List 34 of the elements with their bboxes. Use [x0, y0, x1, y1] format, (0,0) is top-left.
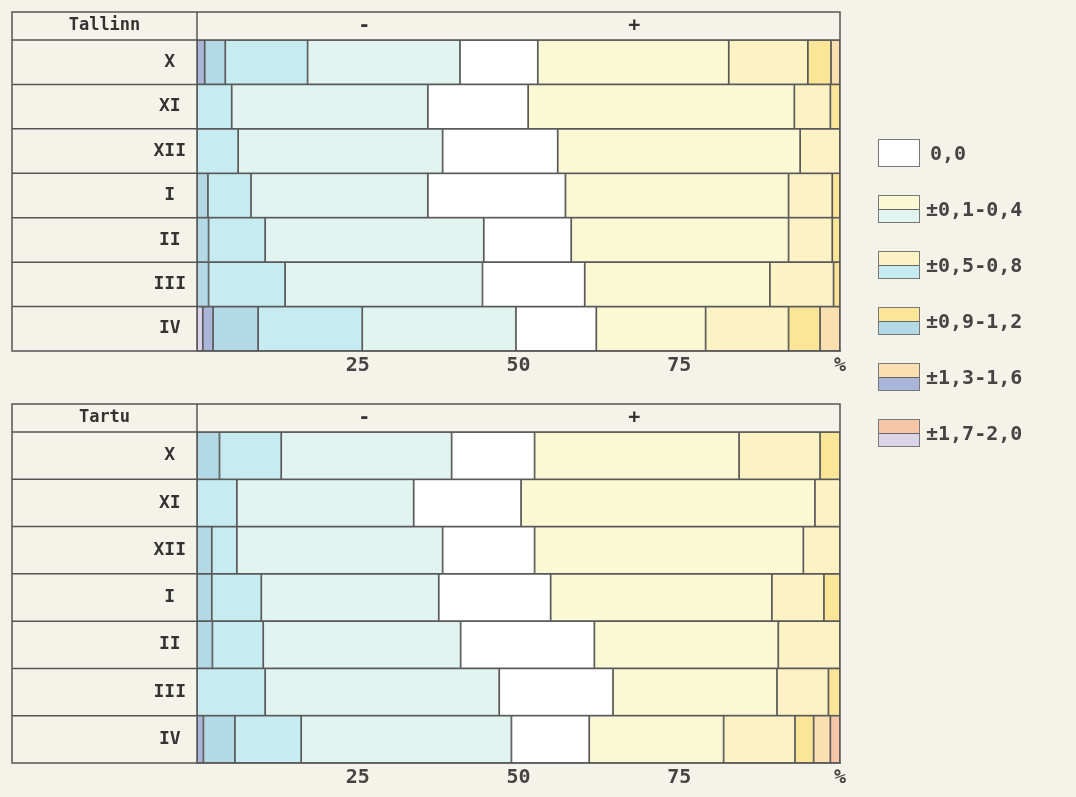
- x-tick-label: 25: [345, 352, 370, 377]
- y-tick-label: XI: [158, 490, 181, 512]
- annotation: +: [628, 404, 641, 429]
- legend-label: ±1,3-1,6: [926, 365, 1023, 389]
- x-tick-label: 50: [506, 352, 531, 377]
- y-tick-label: IV: [158, 727, 181, 749]
- x-tick-label: 50: [506, 764, 531, 789]
- y-tick-label: IV: [158, 316, 181, 338]
- y-tick-label: I: [164, 183, 176, 205]
- annotation: +: [628, 12, 641, 37]
- annotation: -: [358, 404, 371, 429]
- y-tick-label: II: [158, 227, 181, 249]
- annotation: -: [358, 12, 371, 37]
- legend-label: ±0,1-0,4: [926, 197, 1023, 221]
- legend-label: 0,0: [930, 141, 967, 165]
- y-tick-label: XI: [158, 94, 181, 116]
- y-tick-label: I: [164, 585, 176, 607]
- y-tick-label: III: [153, 272, 186, 294]
- x-tick-label: 25: [345, 764, 370, 789]
- y-tick-label: XII: [153, 138, 186, 160]
- legend-label: ±1,7-2,0: [926, 421, 1023, 445]
- x-tick-label: 75: [667, 764, 692, 789]
- y-tick-label: X: [164, 443, 176, 465]
- legend-label: ±0,9-1,2: [926, 309, 1023, 333]
- y-tick-label: II: [158, 632, 181, 654]
- y-tick-label: XII: [153, 537, 186, 559]
- y-tick-label: III: [153, 679, 186, 701]
- x-tick-label: 75: [667, 352, 692, 377]
- x-tick-label: %: [833, 764, 847, 789]
- chart-title: Tartu: [78, 406, 131, 427]
- chart-title: Tallinn: [68, 14, 141, 35]
- legend-label: ±0,5-0,8: [926, 253, 1023, 277]
- x-tick-label: %: [833, 352, 847, 377]
- y-tick-label: X: [164, 49, 176, 71]
